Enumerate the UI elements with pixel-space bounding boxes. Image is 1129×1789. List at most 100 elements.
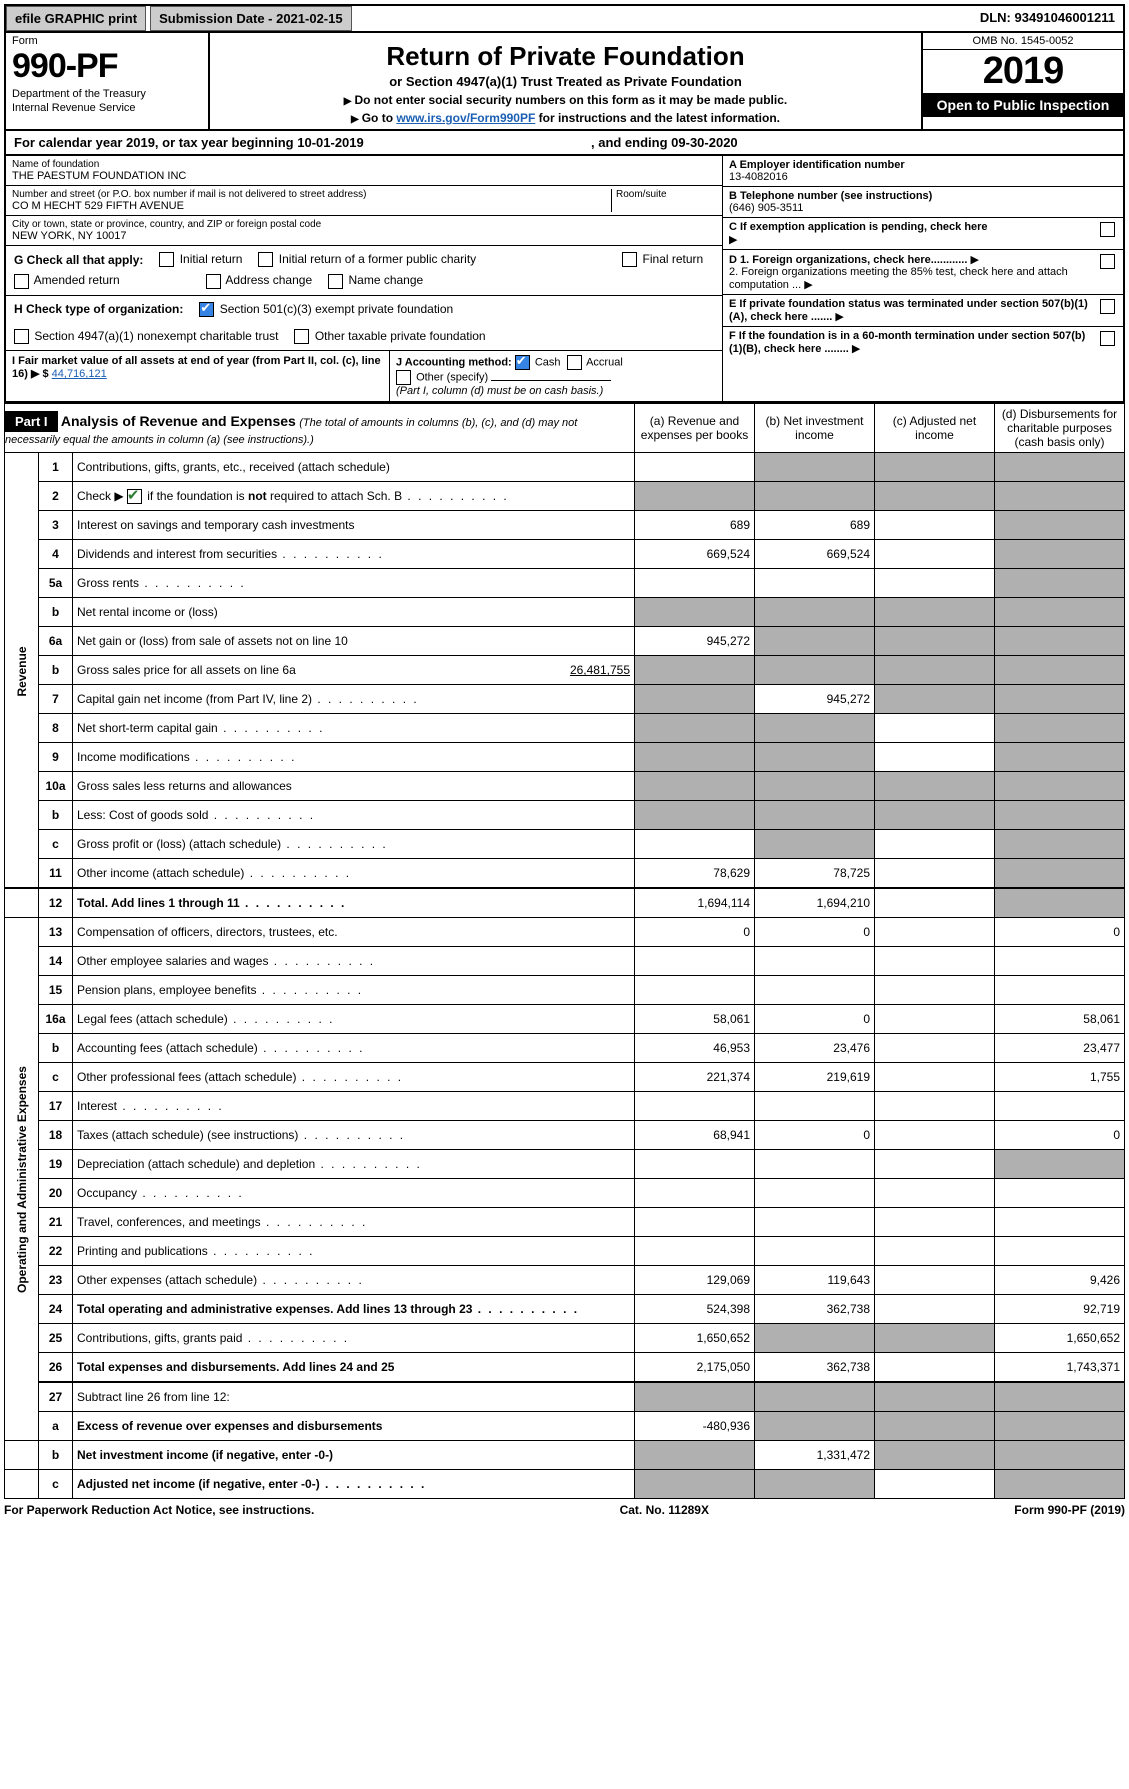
form-subtitle: or Section 4947(a)(1) Trust Treated as P… [218, 74, 913, 89]
line-13: Compensation of officers, directors, tru… [73, 918, 635, 947]
efile-print-button[interactable]: efile GRAPHIC print [6, 6, 146, 31]
section-j: J Accounting method: Cash Accrual Other … [390, 351, 722, 401]
f-label: F If the foundation is in a 60-month ter… [729, 330, 1085, 355]
d1-label: D 1. Foreign organizations, check here..… [729, 254, 967, 266]
line-18: Taxes (attach schedule) (see instruction… [73, 1121, 635, 1150]
form-footer-label: Form 990-PF (2019) [1014, 1503, 1125, 1517]
line-27b: Net investment income (if negative, ente… [73, 1441, 635, 1470]
submission-date-chip: Submission Date - 2021-02-15 [150, 6, 352, 31]
form990pf-link[interactable]: www.irs.gov/Form990PF [396, 111, 535, 125]
ein-value: 13-4082016 [729, 171, 788, 183]
4947a1-checkbox[interactable] [14, 329, 29, 344]
form-number: 990-PF [12, 47, 202, 86]
line-10b: Less: Cost of goods sold [73, 801, 635, 830]
line-22: Printing and publications [73, 1237, 635, 1266]
line-1: Contributions, gifts, grants, etc., rece… [73, 453, 635, 482]
footer: For Paperwork Reduction Act Notice, see … [4, 1499, 1125, 1521]
city-label: City or town, state or province, country… [12, 219, 716, 230]
col-a-header: (a) Revenue and expenses per books [635, 404, 755, 453]
line-12: Total. Add lines 1 through 11 [73, 888, 635, 918]
other-taxable-checkbox[interactable] [294, 329, 309, 344]
line-25: Contributions, gifts, grants paid [73, 1324, 635, 1353]
line-16b: Accounting fees (attach schedule) [73, 1034, 635, 1063]
line-27a: Excess of revenue over expenses and disb… [73, 1412, 635, 1441]
foundation-name-label: Name of foundation [12, 159, 716, 170]
ein-label: A Employer identification number [729, 159, 905, 171]
status-terminated-checkbox[interactable] [1100, 299, 1115, 314]
top-bar: efile GRAPHIC print Submission Date - 20… [4, 4, 1125, 33]
foundation-name: THE PAESTUM FOUNDATION INC [12, 170, 716, 182]
section-g: G Check all that apply: Initial return I… [6, 246, 722, 296]
name-change-checkbox[interactable] [328, 274, 343, 289]
address-value: CO M HECHT 529 FIFTH AVENUE [12, 200, 611, 212]
col-d-header: (d) Disbursements for charitable purpose… [995, 404, 1125, 453]
room-suite-label: Room/suite [616, 189, 716, 200]
amended-return-checkbox[interactable] [14, 274, 29, 289]
line-27c: Adjusted net income (if negative, enter … [73, 1470, 635, 1499]
form-header: Form 990-PF Department of the Treasury I… [4, 33, 1125, 131]
line-11: Other income (attach schedule) [73, 859, 635, 889]
line-20: Occupancy [73, 1179, 635, 1208]
accrual-method-checkbox[interactable] [567, 355, 582, 370]
address-change-checkbox[interactable] [206, 274, 221, 289]
line-21: Travel, conferences, and meetings [73, 1208, 635, 1237]
city-value: NEW YORK, NY 10017 [12, 230, 716, 242]
line-5a: Gross rents [73, 569, 635, 598]
line-15: Pension plans, employee benefits [73, 976, 635, 1005]
line-2: Check ▶ if the foundation is not require… [73, 482, 635, 511]
initial-former-charity-checkbox[interactable] [258, 252, 273, 267]
foreign-org-checkbox[interactable] [1100, 254, 1115, 269]
line-10a: Gross sales less returns and allowances [73, 772, 635, 801]
line-7: Capital gain net income (from Part IV, l… [73, 685, 635, 714]
section-h: H Check type of organization: Section 50… [6, 296, 722, 352]
exemption-pending-checkbox[interactable] [1100, 222, 1115, 237]
60month-termination-checkbox[interactable] [1100, 331, 1115, 346]
fmv-value: 44,716,121 [52, 368, 107, 380]
phone-value: (646) 905-3511 [729, 202, 803, 214]
sch-b-not-required-checkbox[interactable] [127, 489, 142, 504]
501c3-checkbox[interactable] [199, 302, 214, 317]
line-23: Other expenses (attach schedule) [73, 1266, 635, 1295]
line-19: Depreciation (attach schedule) and deple… [73, 1150, 635, 1179]
address-label: Number and street (or P.O. box number if… [12, 189, 611, 200]
dept-treasury: Department of the Treasury [12, 88, 202, 100]
paperwork-notice: For Paperwork Reduction Act Notice, see … [4, 1503, 314, 1517]
line-6b: Gross sales price for all assets on line… [73, 656, 635, 685]
line-26: Total expenses and disbursements. Add li… [73, 1353, 635, 1383]
cash-method-checkbox[interactable] [515, 355, 530, 370]
section-i: I Fair market value of all assets at end… [6, 351, 390, 401]
line-8: Net short-term capital gain [73, 714, 635, 743]
form-title: Return of Private Foundation [218, 41, 913, 72]
line-27: Subtract line 26 from line 12: [73, 1382, 635, 1412]
line-17: Interest [73, 1092, 635, 1121]
other-method-checkbox[interactable] [396, 370, 411, 385]
exemption-pending-label: C If exemption application is pending, c… [729, 221, 988, 233]
cat-no: Cat. No. 11289X [620, 1503, 709, 1517]
open-to-public-badge: Open to Public Inspection [923, 93, 1123, 117]
line-10c: Gross profit or (loss) (attach schedule) [73, 830, 635, 859]
calendar-year-row: For calendar year 2019, or tax year begi… [4, 131, 1125, 156]
final-return-checkbox[interactable] [622, 252, 637, 267]
col-c-header: (c) Adjusted net income [875, 404, 995, 453]
line-16a: Legal fees (attach schedule) [73, 1005, 635, 1034]
part1-badge: Part I [5, 411, 58, 432]
expenses-side-label: Operating and Administrative Expenses [5, 918, 39, 1441]
part1-table: Part I Analysis of Revenue and Expenses … [4, 403, 1125, 1499]
col-b-header: (b) Net investment income [755, 404, 875, 453]
line-6a: Net gain or (loss) from sale of assets n… [73, 627, 635, 656]
identity-section: Name of foundation THE PAESTUM FOUNDATIO… [4, 156, 1125, 403]
d2-label: 2. Foreign organizations meeting the 85%… [729, 266, 1068, 291]
line-3: Interest on savings and temporary cash i… [73, 511, 635, 540]
line-16c: Other professional fees (attach schedule… [73, 1063, 635, 1092]
line-24: Total operating and administrative expen… [73, 1295, 635, 1324]
e-label: E If private foundation status was termi… [729, 298, 1088, 323]
line-4: Dividends and interest from securities [73, 540, 635, 569]
goto-note: Go to www.irs.gov/Form990PF for instruct… [218, 111, 913, 125]
phone-label: B Telephone number (see instructions) [729, 190, 932, 202]
irs-label: Internal Revenue Service [12, 102, 202, 114]
initial-return-checkbox[interactable] [159, 252, 174, 267]
ssn-note: Do not enter social security numbers on … [218, 93, 913, 107]
form-label: Form [12, 35, 202, 47]
line-14: Other employee salaries and wages [73, 947, 635, 976]
line-9: Income modifications [73, 743, 635, 772]
